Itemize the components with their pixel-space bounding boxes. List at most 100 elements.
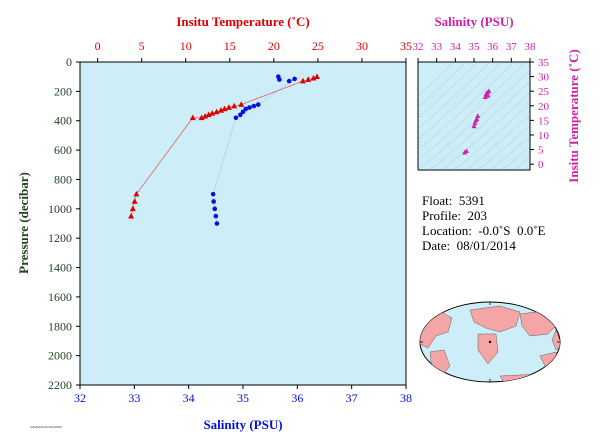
profile-label: Profile: <box>422 208 461 223</box>
temperature-points <box>128 73 321 219</box>
ts-salinity-tick-label: 36 <box>487 41 499 53</box>
temp-tick-label: 10 <box>180 39 192 53</box>
ts-salinity-tick-label: 35 <box>469 41 481 53</box>
ts-temp-tick-label: 30 <box>538 72 550 84</box>
temperature-point <box>299 77 306 84</box>
density-contour <box>513 156 530 170</box>
pressure-tick-label: 800 <box>54 172 72 186</box>
temp-tick-label: 35 <box>400 39 412 53</box>
temperature-point <box>231 102 238 109</box>
profile-axes: 0 5 10 15 20 25 30 35 32 33 34 35 36 37 38 0 200 400 600 80… <box>48 39 412 405</box>
pressure-tick-label: 1200 <box>48 231 72 245</box>
density-contour <box>418 62 491 130</box>
salinity-point <box>210 191 216 197</box>
ts-point <box>472 120 478 126</box>
pressure-tick-label: 2000 <box>48 349 72 363</box>
ts-point <box>482 94 488 100</box>
density-contour <box>418 62 467 108</box>
bottom-axis-title: Salinity (PSU) <box>203 417 282 432</box>
density-contour <box>418 62 455 97</box>
ts-salinity-tick-label: 37 <box>506 41 518 53</box>
salinity-tick-label: 38 <box>400 391 412 405</box>
ts-temp-tick-label: 20 <box>538 101 550 113</box>
ts-salinity-tick-label: 32 <box>413 41 424 53</box>
salinity-point <box>286 78 292 84</box>
salinity-tick-label: 37 <box>346 391 358 405</box>
density-contour <box>418 62 515 151</box>
profile-plot-area <box>79 61 407 386</box>
density-contour <box>418 69 530 170</box>
ts-density-contours <box>418 62 530 170</box>
location-info: Location: -0.0˚S 0.0˚E <box>422 223 546 239</box>
salinity-point <box>211 199 216 204</box>
date-value: 08/01/2014 <box>456 238 516 253</box>
ts-temp-tick-label: 25 <box>538 86 550 98</box>
temperature-point <box>310 74 317 81</box>
float-info: Float: 5391 <box>422 193 485 209</box>
temp-tick-label: 0 <box>95 39 101 53</box>
date-info: Date: 08/01/2014 <box>422 238 516 254</box>
temperature-point <box>209 110 216 116</box>
salinity-point <box>247 105 252 110</box>
density-contour <box>465 114 530 170</box>
salinity-tick-label: 33 <box>128 391 140 405</box>
density-contour <box>489 136 530 170</box>
temperature-point <box>198 114 205 121</box>
density-contour <box>418 62 503 141</box>
ts-temp-tick-label: 0 <box>538 159 544 171</box>
ts-temp-tick-label: 5 <box>538 145 544 157</box>
temperature-point <box>225 104 232 110</box>
profile-value: 203 <box>467 208 488 223</box>
date-label: Date: <box>422 238 451 253</box>
profile-info: Profile: 203 <box>422 208 487 224</box>
location-label: Location: <box>422 223 472 238</box>
temperature-point <box>189 114 196 121</box>
density-contour <box>501 146 530 170</box>
ts-point <box>475 113 481 118</box>
pressure-tick-label: 2200 <box>48 378 72 392</box>
float-label: Float: <box>422 193 453 208</box>
salinity-point <box>213 213 219 219</box>
temperature-point <box>205 111 212 118</box>
ts-point <box>485 92 491 98</box>
ts-top-axis-title: Salinity (PSU) <box>434 14 513 29</box>
salinity-point <box>214 221 220 226</box>
temp-tick-label: 5 <box>139 39 145 53</box>
salinity-tick-label: 34 <box>183 391 195 405</box>
pressure-tick-label: 400 <box>54 114 72 128</box>
salinity-tick-label: 32 <box>74 391 86 405</box>
world-map <box>419 301 561 383</box>
float-value: 5391 <box>458 193 485 208</box>
location-value: -0.0˚S 0.0˚E <box>478 223 546 238</box>
credit-stamp: AOML/NOAA 20140810 <box>30 425 62 429</box>
temp-tick-label: 30 <box>356 39 368 53</box>
temperature-point <box>238 101 245 107</box>
density-contour <box>418 62 527 161</box>
temperature-point <box>213 108 220 115</box>
ts-temp-tick-label: 10 <box>538 130 550 142</box>
pressure-tick-label: 1400 <box>48 261 72 275</box>
density-contour <box>477 125 530 170</box>
salinity-point <box>277 77 282 82</box>
density-contour <box>453 103 530 170</box>
salinity-point <box>292 76 297 82</box>
temperature-point <box>133 190 140 197</box>
ts-points <box>462 88 492 155</box>
ts-salinity-tick-label: 33 <box>431 41 443 53</box>
temperature-point <box>131 198 138 204</box>
salinity-point <box>237 112 243 118</box>
temperature-point <box>129 205 136 212</box>
temperature-point <box>221 105 228 112</box>
ts-right-axis-title: Insitu Temperature (˚C) <box>566 49 581 182</box>
ts-axes: 32 33 34 35 36 37 38 0 5 10 15 20 25 30 35 <box>413 41 550 171</box>
salinity-point <box>233 115 239 121</box>
left-axis-title: Pressure (decibar) <box>16 172 31 274</box>
salinity-tick-label: 36 <box>291 391 303 405</box>
top-axis-title: Insitu Temperature (˚C) <box>176 14 309 29</box>
salinity-point <box>212 206 218 212</box>
salinity-point <box>240 109 246 115</box>
density-contour <box>418 62 479 119</box>
density-contour <box>429 80 530 170</box>
ts-plot-area <box>417 61 531 171</box>
